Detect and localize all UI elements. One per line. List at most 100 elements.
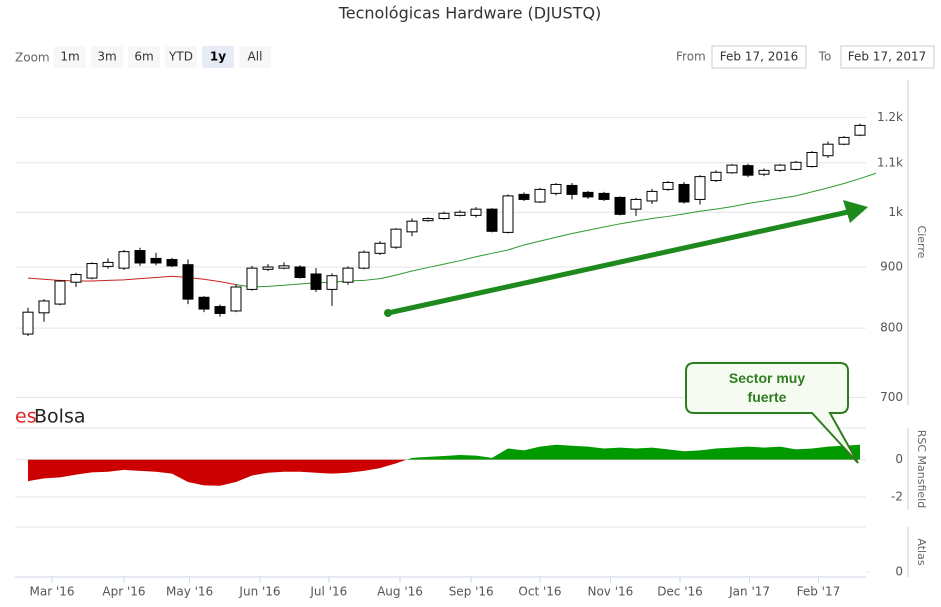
candle-body [102, 261, 114, 267]
from-date[interactable]: Feb 17, 2016 [720, 50, 799, 64]
to-input[interactable] [840, 45, 935, 69]
candle-body [566, 184, 578, 195]
candle-body [230, 286, 242, 312]
candle-body [470, 208, 482, 216]
candle-body [790, 161, 802, 170]
zoom-button-label[interactable]: YTD [168, 50, 193, 64]
candle-body [342, 267, 354, 283]
candle-body [294, 266, 306, 278]
y-tick-label: 800 [880, 321, 903, 335]
zoom-button[interactable] [91, 46, 123, 68]
arrow-tail [384, 309, 392, 317]
candle-body [614, 196, 626, 215]
x-tick-label: Jan '17 [728, 585, 770, 599]
candle-body [166, 259, 178, 267]
candle-body [742, 165, 754, 176]
x-tick-label: Aug '16 [377, 585, 423, 599]
zoom-button-label[interactable]: 6m [134, 50, 153, 64]
y-tick-label: -2 [891, 489, 903, 503]
zoom-button[interactable] [54, 46, 86, 68]
candle-body [70, 274, 82, 283]
callout-box [685, 362, 859, 464]
x-tick-label: Feb '17 [797, 585, 841, 599]
zoom-button[interactable] [239, 46, 271, 68]
candle-body [758, 169, 770, 175]
candle-body [22, 311, 34, 335]
zoom-button[interactable] [165, 46, 197, 68]
candle-body [374, 242, 386, 254]
zoom-button[interactable] [128, 46, 160, 68]
candle-body [710, 171, 722, 182]
x-tick-label: Jun '16 [238, 585, 280, 599]
x-tick-label: Nov '16 [587, 585, 633, 599]
atlas-title: Atlas [915, 538, 928, 565]
candle-body [454, 211, 466, 216]
x-tick-label: Apr '16 [102, 585, 145, 599]
candle-body [806, 151, 818, 168]
y-tick-label: 0 [895, 565, 903, 579]
zoom-button[interactable] [202, 46, 234, 68]
x-tick-label: Jul '16 [309, 585, 347, 599]
indicator-area-negative [28, 459, 860, 486]
chart-title: Tecnológicas Hardware (DJUSTQ) [338, 4, 602, 23]
candle-body [550, 183, 562, 194]
candle-body [198, 296, 210, 310]
candle-body [150, 257, 162, 264]
candle-body [54, 280, 66, 305]
candle-body [86, 263, 98, 279]
candle-body [438, 212, 450, 220]
candle-body [358, 251, 370, 269]
callout-text: Sector muy fuerte [728, 370, 806, 405]
candle-body [390, 228, 402, 248]
from-label: From [676, 50, 706, 64]
x-tick-label: May '16 [166, 585, 213, 599]
candle-body [118, 251, 130, 269]
x-tick-label: Dec '16 [657, 585, 703, 599]
zoom-button-label[interactable]: 3m [97, 50, 116, 64]
y-tick-label: 700 [880, 390, 903, 404]
candle-body [214, 306, 226, 314]
candle-body [822, 143, 834, 157]
to-label: To [818, 50, 832, 64]
candle-body [262, 266, 274, 270]
arrow-head [843, 200, 868, 223]
candle-body [774, 164, 786, 171]
candle-body [838, 136, 850, 145]
y-tick-label: 1k [888, 205, 903, 219]
zoom-button-label[interactable]: All [248, 50, 263, 64]
x-tick-label: Sep '16 [449, 585, 494, 599]
candle-body [518, 193, 530, 200]
trend-arrow [387, 209, 849, 316]
indicator-title: RSC Mansfield [915, 430, 928, 508]
candle-body [630, 198, 642, 210]
to-date[interactable]: Feb 17, 2017 [848, 50, 927, 64]
zoom-button-label[interactable]: 1m [60, 50, 79, 64]
y-tick-label: 900 [880, 259, 903, 273]
y-tick-label: 0 [895, 452, 903, 466]
candle-body [278, 265, 290, 269]
candle-body [678, 183, 690, 203]
indicator-area-positive [406, 444, 860, 460]
candle-body [406, 220, 418, 233]
logo-text: Bolsa [34, 406, 85, 428]
zoom-label: Zoom [15, 51, 50, 65]
candle-body [662, 181, 674, 190]
candle-body [326, 275, 338, 290]
candle-body [582, 191, 594, 198]
candle-body [38, 300, 50, 314]
candle-body [422, 218, 434, 222]
candle-body [182, 264, 194, 300]
logo-accent: es [15, 406, 37, 428]
candle-body [726, 164, 738, 174]
candle-body [534, 188, 546, 203]
from-input[interactable] [711, 45, 807, 69]
x-tick-label: Mar '16 [29, 585, 74, 599]
zoom-button-label[interactable]: 1y [210, 50, 226, 64]
candle-body [486, 208, 498, 232]
candle-body [246, 267, 258, 290]
x-tick-label: Oct '16 [518, 585, 561, 599]
candle-body [646, 190, 658, 202]
y-tick-label: 1.2k [877, 110, 903, 124]
